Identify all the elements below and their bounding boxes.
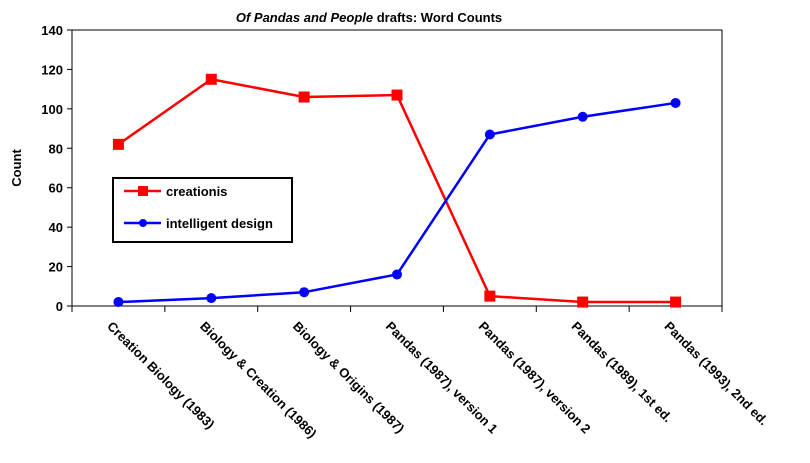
y-tick-label: 140: [41, 23, 63, 38]
chart-title: Of Pandas and People drafts: Word Counts: [236, 10, 502, 25]
data-point: [391, 89, 403, 101]
y-tick-label: 20: [49, 260, 63, 275]
data-point: [206, 293, 217, 304]
series-layer: [112, 73, 682, 308]
x-category-label: Pandas (1989), 1st ed.: [569, 319, 676, 426]
legend-label-intelligent-design: intelligent design: [166, 216, 273, 231]
data-point: [484, 129, 495, 140]
y-tick-label: 0: [56, 299, 63, 314]
legend-label-creationis: creationis: [166, 184, 227, 199]
data-point: [670, 296, 682, 308]
data-point: [298, 91, 310, 103]
data-point: [577, 111, 588, 122]
legend: creationis intelligent design: [112, 177, 293, 243]
data-point: [670, 97, 681, 108]
data-point: [392, 269, 402, 280]
y-tick-label: 40: [49, 220, 63, 235]
data-point: [113, 297, 124, 308]
legend-marker-creationis: [138, 186, 148, 196]
data-point: [299, 287, 310, 298]
legend-marker-intelligent-design: [139, 219, 147, 227]
y-axis-label: Count: [9, 149, 24, 187]
data-point: [205, 73, 217, 85]
chart-title-rest: drafts: Word Counts: [373, 10, 502, 25]
y-tick-label: 100: [41, 102, 63, 117]
data-point: [577, 296, 589, 308]
data-point: [112, 138, 124, 150]
y-tick-label: 120: [41, 62, 63, 77]
y-tick-label: 60: [49, 181, 63, 196]
chart-title-italic: Of Pandas and People: [236, 10, 373, 25]
y-tick-label: 80: [49, 141, 63, 156]
x-category-label: Pandas (1993), 2nd ed.: [661, 319, 771, 429]
plot-area: [71, 29, 723, 307]
data-point: [484, 290, 496, 302]
x-category-label: Creation Biology (1983): [104, 319, 217, 432]
